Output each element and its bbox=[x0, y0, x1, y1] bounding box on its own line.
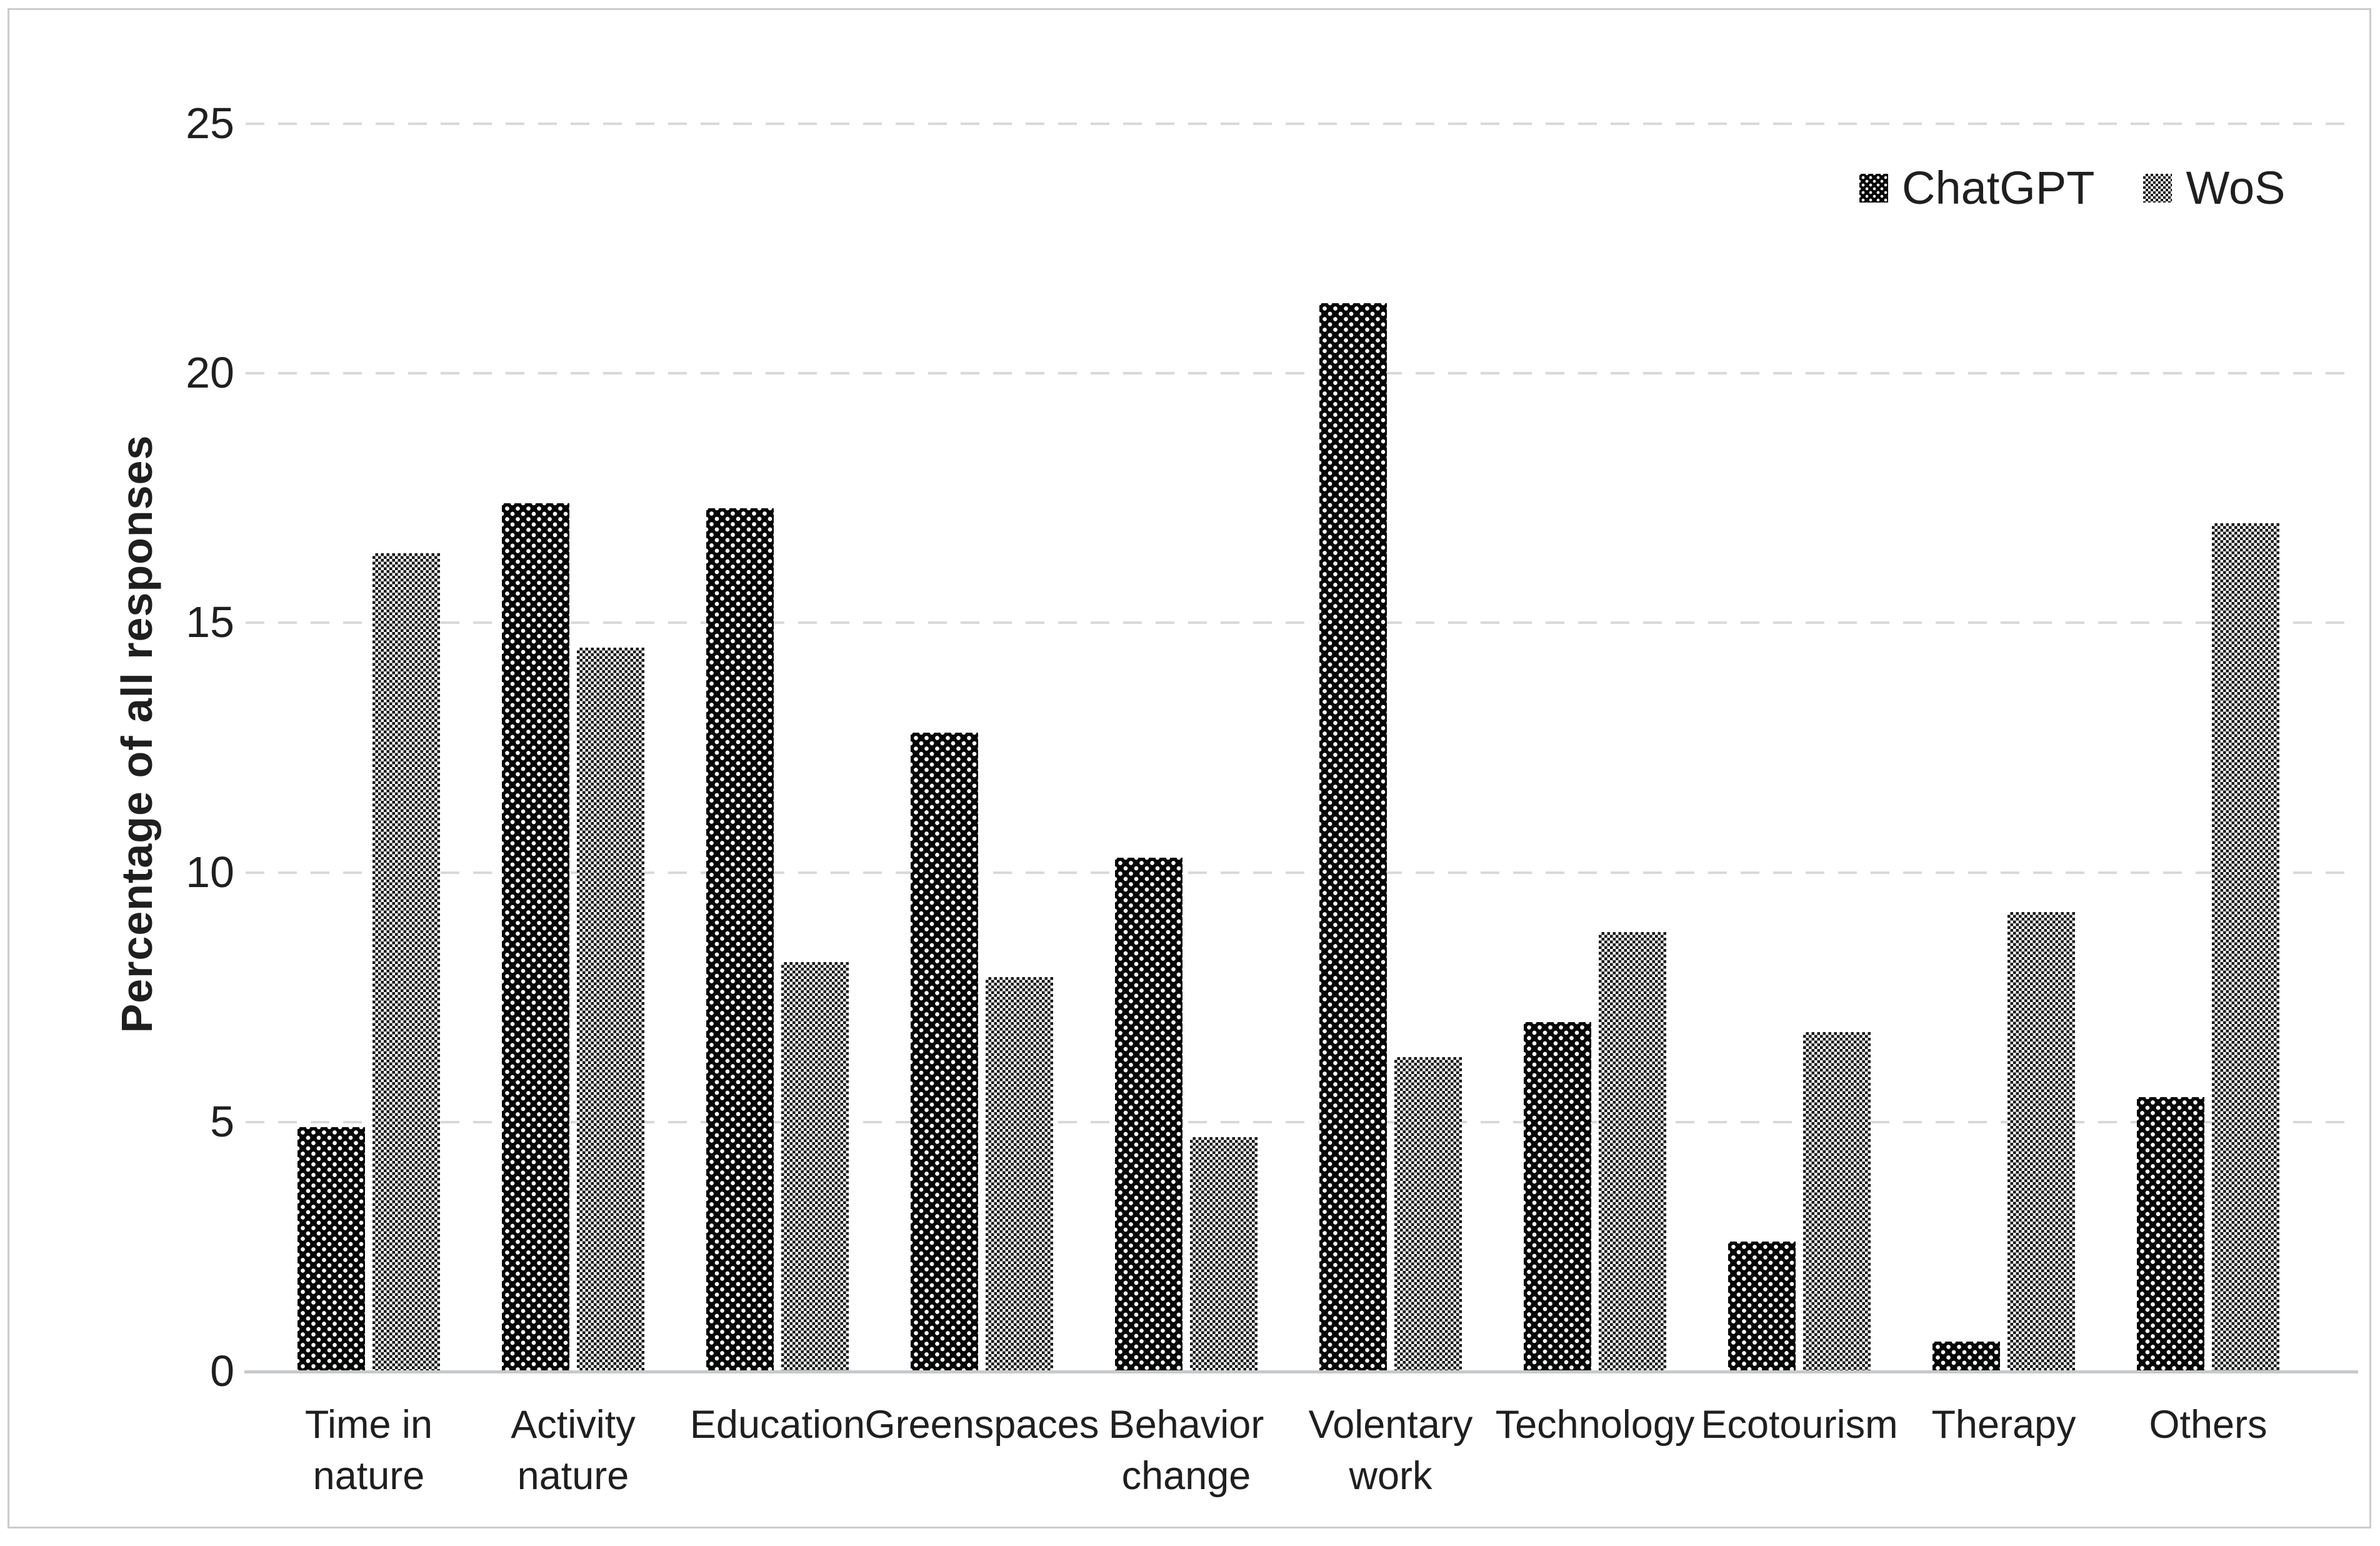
x-label-text: Therapy bbox=[1931, 1403, 2076, 1447]
legend-label-wos: WoS bbox=[2186, 162, 2286, 214]
bar-group-1 bbox=[298, 124, 440, 1372]
x-label-1: Time in nature bbox=[298, 1399, 440, 1502]
bar-group-2 bbox=[502, 124, 644, 1372]
y-tick-label-0: 0 bbox=[210, 1347, 234, 1395]
legend-label-chatgpt: ChatGPT bbox=[1902, 162, 2095, 214]
x-label-4: Greenspaces bbox=[865, 1399, 1099, 1502]
bar-chatgpt-6 bbox=[1319, 303, 1387, 1372]
bar-group-7 bbox=[1524, 124, 1666, 1372]
bar-wos-9 bbox=[2008, 912, 2075, 1372]
gridline-5 bbox=[246, 1120, 2352, 1123]
bar-chatgpt-3 bbox=[706, 508, 774, 1372]
bar-chatgpt-7 bbox=[1524, 1022, 1591, 1372]
x-label-text: Technology bbox=[1495, 1403, 1695, 1447]
bar-chatgpt-8 bbox=[1728, 1242, 1796, 1372]
legend-item-chatgpt: ChatGPT bbox=[1859, 165, 2094, 211]
bar-wos-6 bbox=[1394, 1057, 1462, 1372]
gridline-15 bbox=[246, 621, 2352, 625]
x-label-6: Volentary work bbox=[1309, 1399, 1473, 1502]
chatgpt-pattern-swatch-icon bbox=[1859, 174, 1888, 203]
y-tick-label-15: 15 bbox=[186, 598, 234, 647]
bar-wos-4 bbox=[986, 977, 1053, 1372]
bar-chatgpt-10 bbox=[2137, 1097, 2204, 1372]
chart-frame-border: Percentage of all responses Time in natu… bbox=[8, 8, 2371, 1528]
bar-group-4 bbox=[911, 124, 1053, 1372]
gridline-10 bbox=[246, 871, 2352, 874]
y-tick-label-20: 20 bbox=[186, 348, 234, 398]
bar-wos-3 bbox=[781, 962, 849, 1372]
bar-wos-2 bbox=[577, 648, 644, 1372]
y-tick-label-5: 5 bbox=[210, 1097, 234, 1146]
bar-wos-1 bbox=[372, 553, 440, 1372]
bar-wos-8 bbox=[1803, 1032, 1871, 1372]
bar-group-9 bbox=[1932, 124, 2075, 1372]
x-label-2: Activity nature bbox=[502, 1399, 644, 1502]
gridline-25 bbox=[246, 123, 2352, 125]
x-label-text: Greenspaces bbox=[864, 1403, 1099, 1447]
x-label-8: Ecotourism bbox=[1701, 1399, 1898, 1502]
bar-wos-7 bbox=[1599, 932, 1666, 1372]
x-label-7: Technology bbox=[1496, 1399, 1695, 1502]
legend-item-wos: WoS bbox=[2143, 165, 2285, 211]
bar-group-5 bbox=[1115, 124, 1258, 1372]
plot-area bbox=[244, 123, 2358, 1373]
bar-group-8 bbox=[1728, 124, 1871, 1372]
x-label-text: Time in nature bbox=[304, 1403, 433, 1498]
bar-chatgpt-1 bbox=[298, 1127, 365, 1372]
y-axis-title: Percentage of all responses bbox=[112, 434, 161, 1033]
x-label-3: Education bbox=[690, 1399, 865, 1502]
y-tick-label-25: 25 bbox=[186, 99, 234, 148]
legend: ChatGPT WoS bbox=[1859, 165, 2285, 211]
wos-pattern-swatch-icon bbox=[2143, 174, 2172, 203]
x-label-9: Therapy bbox=[1931, 1399, 2076, 1502]
x-label-5: Behavior change bbox=[1109, 1399, 1264, 1502]
x-label-text: Activity nature bbox=[511, 1403, 636, 1498]
bar-group-3 bbox=[706, 124, 849, 1372]
x-label-text: Ecotourism bbox=[1701, 1403, 1898, 1447]
y-tick-label-10: 10 bbox=[186, 847, 234, 896]
bar-wos-5 bbox=[1190, 1137, 1258, 1372]
bar-wos-10 bbox=[2212, 523, 2279, 1372]
x-axis-line bbox=[244, 1370, 2358, 1373]
bar-chatgpt-5 bbox=[1115, 857, 1182, 1372]
bar-chatgpt-4 bbox=[911, 733, 978, 1372]
x-label-text: Others bbox=[2149, 1403, 2268, 1447]
x-label-text: Behavior change bbox=[1108, 1403, 1264, 1498]
bar-groups bbox=[246, 124, 2352, 1372]
x-label-text: Volentary work bbox=[1308, 1403, 1473, 1498]
x-label-text: Education bbox=[689, 1403, 866, 1447]
gridline-20 bbox=[246, 372, 2352, 375]
bar-chatgpt-9 bbox=[1932, 1342, 2000, 1372]
x-category-labels: Time in nature Activity nature Education Gr… bbox=[246, 1399, 2352, 1502]
bar-group-10 bbox=[2137, 124, 2279, 1372]
x-label-10: Others bbox=[2137, 1399, 2279, 1502]
bar-chatgpt-2 bbox=[502, 503, 569, 1372]
bar-group-6 bbox=[1319, 124, 1462, 1372]
